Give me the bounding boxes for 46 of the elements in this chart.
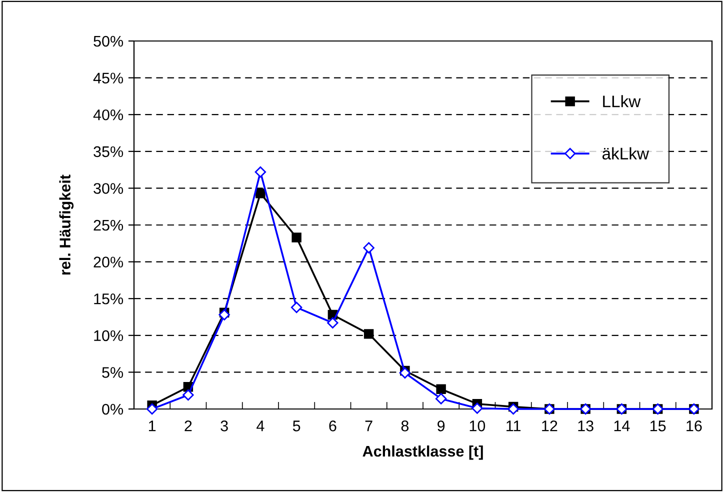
point [292, 232, 302, 242]
x-tick-label: 1 [148, 420, 156, 432]
x-tick-label: 7 [365, 420, 372, 432]
point [472, 402, 483, 414]
y-tick-label: 50% [94, 36, 124, 47]
x-tick-label: 5 [292, 420, 300, 432]
point [508, 403, 519, 415]
x-tick-label: 8 [401, 420, 409, 432]
x-tick-label: 13 [578, 420, 594, 432]
legend-label: LLkw [603, 95, 641, 108]
x-tick-label: 6 [329, 420, 336, 432]
x-tick-label: 11 [506, 420, 520, 432]
y-tick-label: 25% [94, 220, 124, 231]
x-tick-label: 10 [470, 420, 486, 432]
point [182, 389, 194, 401]
x-tick-label: 2 [184, 420, 192, 432]
x-tick-label: 9 [438, 420, 445, 432]
point [364, 329, 374, 339]
legend-label: äkLkw [602, 147, 650, 160]
y-axis-title: rel. Häufigkeit [59, 174, 74, 275]
point [435, 393, 447, 404]
y-tick-label: 30% [94, 183, 124, 194]
point [290, 302, 302, 314]
x-tick-label: 14 [614, 420, 630, 432]
y-tick-label: 10% [94, 330, 124, 342]
point [327, 317, 338, 328]
point [256, 188, 266, 198]
x-axis-title: Achlastklasse [t] [362, 445, 483, 460]
x-tick-label: 16 [686, 420, 702, 432]
y-tick-label: 45% [93, 72, 124, 84]
x-tick-label: 12 [542, 420, 558, 432]
point [436, 384, 446, 394]
y-tick-label: 35% [94, 146, 124, 158]
y-tick-label: 0% [102, 404, 124, 415]
y-tick-label: 20% [94, 256, 124, 268]
point [254, 166, 266, 178]
point [218, 309, 230, 320]
y-tick-label: 15% [94, 294, 124, 304]
point [363, 242, 374, 254]
y-tick-label: 40% [93, 109, 124, 120]
point [146, 403, 158, 415]
point [399, 367, 411, 379]
x-tick-label: 4 [256, 420, 264, 432]
x-tick-label: 15 [650, 420, 666, 432]
y-tick-label: 5% [102, 367, 124, 378]
x-tick-label: 3 [220, 420, 228, 432]
